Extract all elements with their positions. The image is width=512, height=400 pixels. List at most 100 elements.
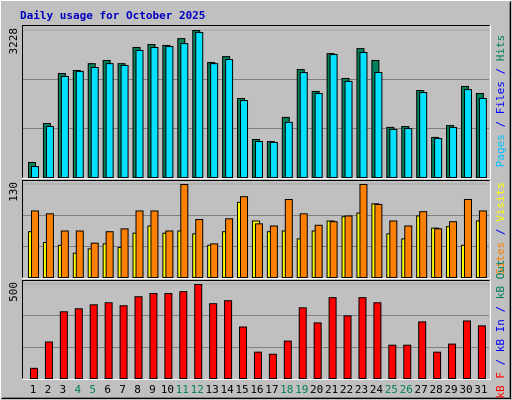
- bar: [388, 344, 397, 379]
- bar: [344, 215, 353, 279]
- x-tick-label: 23: [355, 383, 368, 396]
- bar: [433, 351, 442, 379]
- bar: [344, 80, 353, 178]
- bar: [120, 228, 129, 279]
- bar: [165, 230, 174, 278]
- x-tick-label: 12: [191, 383, 204, 396]
- bar: [358, 297, 367, 379]
- plot-border: [22, 280, 490, 379]
- plot-border: [22, 180, 491, 279]
- bar: [45, 213, 54, 278]
- bar: [284, 199, 293, 278]
- bar: [149, 293, 158, 379]
- x-tick-label: 9: [149, 383, 156, 396]
- bar: [44, 341, 53, 380]
- bar: [389, 128, 398, 178]
- bar: [240, 196, 249, 279]
- x-tick-label: 14: [220, 383, 234, 396]
- x-tick-label: 27: [415, 383, 428, 396]
- legend-entry: Hits: [494, 35, 507, 62]
- bar: [314, 92, 323, 178]
- y-tick-label: 130: [7, 182, 20, 202]
- bar: [463, 199, 472, 278]
- plot-border: [22, 25, 490, 178]
- bar: [195, 219, 204, 279]
- bar: [90, 242, 99, 279]
- bar: [105, 231, 114, 278]
- bar: [195, 31, 204, 179]
- bar: [31, 166, 39, 179]
- legend-entry: kB In: [494, 319, 507, 352]
- bar: [478, 97, 487, 178]
- legend: Sites / Visits: [494, 182, 507, 275]
- bar: [30, 367, 38, 379]
- x-tick-label: 28: [429, 383, 442, 396]
- bar: [328, 297, 337, 379]
- bar: [268, 353, 277, 379]
- bar: [150, 46, 159, 179]
- bar: [240, 100, 249, 178]
- bar: [403, 344, 412, 379]
- bar: [343, 315, 352, 379]
- bar: [359, 51, 368, 178]
- legend: Pages / Files / Hits: [494, 35, 507, 168]
- bar: [194, 284, 203, 379]
- bar: [389, 220, 398, 279]
- bar: [254, 141, 263, 179]
- bar: [105, 63, 114, 178]
- bar: [74, 308, 83, 380]
- legend-entry: Pages: [494, 134, 507, 167]
- x-tick-label: 21: [325, 383, 338, 396]
- legend-entry: Visits: [494, 182, 507, 222]
- x-tick-label: 24: [370, 383, 384, 396]
- bar: [269, 141, 278, 179]
- x-tick-label: 2: [45, 383, 52, 396]
- legend-entry: kB Out: [494, 259, 507, 299]
- legend-separator: /: [494, 114, 507, 134]
- bar: [60, 75, 69, 178]
- x-tick-label: 20: [310, 383, 323, 396]
- bar: [224, 300, 233, 379]
- x-tick-label: 6: [104, 383, 111, 396]
- bar: [135, 210, 144, 279]
- bar: [165, 46, 174, 179]
- bar: [269, 225, 278, 278]
- x-tick-label: 31: [474, 383, 487, 396]
- bar: [463, 89, 472, 178]
- bar: [31, 210, 39, 279]
- bar: [89, 304, 98, 379]
- bar: [209, 303, 218, 379]
- bar: [449, 126, 458, 179]
- bar: [462, 320, 471, 379]
- bar: [404, 128, 413, 178]
- x-tick-label: 1: [30, 383, 37, 396]
- bar: [299, 213, 308, 278]
- bar: [134, 296, 143, 379]
- bar: [283, 340, 292, 380]
- bar: [434, 228, 443, 279]
- legend-separator: /: [494, 61, 507, 81]
- x-tick-label: 26: [400, 383, 413, 396]
- x-tick-label: 4: [74, 383, 81, 396]
- bar: [434, 138, 443, 179]
- bar: [225, 59, 234, 178]
- bar: [419, 92, 428, 178]
- bar: [329, 221, 338, 278]
- x-tick-label: 8: [134, 383, 141, 396]
- x-tick-label: 30: [459, 383, 472, 396]
- x-tick-label: 19: [295, 383, 308, 396]
- x-tick-label: 25: [385, 383, 398, 396]
- bar: [150, 210, 159, 279]
- x-tick-label: 15: [235, 383, 248, 396]
- bar: [120, 64, 129, 178]
- x-tick-label: 11: [176, 383, 189, 396]
- bar: [239, 326, 248, 380]
- bar: [374, 72, 383, 178]
- bar: [210, 243, 219, 278]
- chart-title: Daily usage for October 2025: [20, 9, 205, 22]
- bar: [119, 305, 128, 379]
- legend-separator: /: [494, 299, 507, 319]
